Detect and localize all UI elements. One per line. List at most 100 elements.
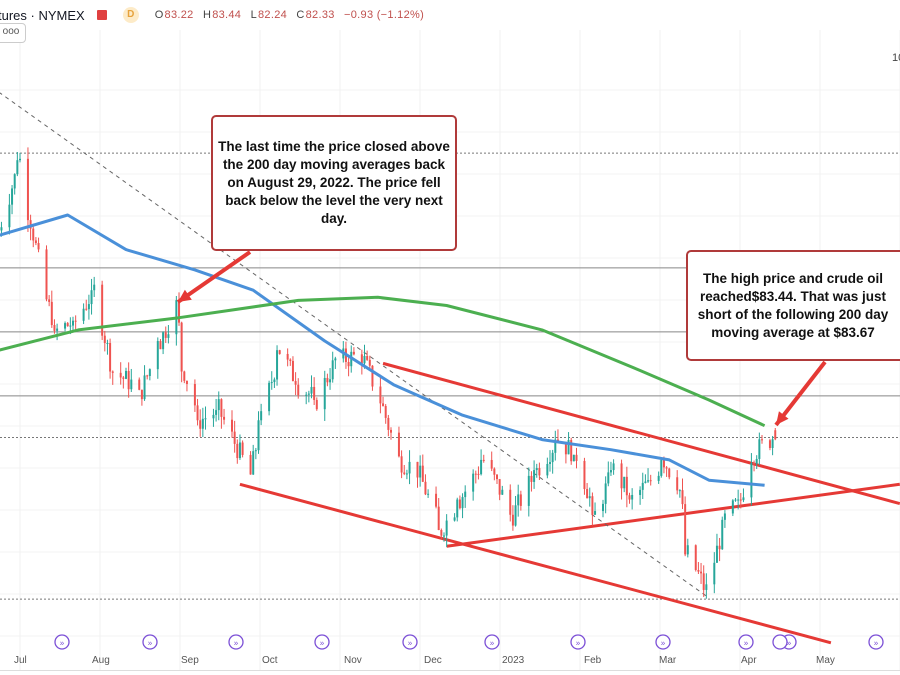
candle-body	[649, 480, 652, 482]
candle-body	[167, 334, 170, 338]
candle-body	[628, 495, 631, 500]
candle-body	[397, 432, 400, 457]
symbol-title[interactable]: tures · NYMEX	[0, 7, 85, 23]
candle-body	[527, 475, 530, 506]
candle-body	[178, 300, 180, 323]
candle-body	[657, 475, 660, 481]
candle-body	[305, 394, 308, 396]
candle-body	[297, 384, 300, 396]
price-scale-label: 10	[892, 52, 900, 64]
candle-body	[29, 220, 32, 229]
candle-body	[238, 442, 241, 459]
candle-body	[509, 489, 512, 515]
candle-body	[204, 418, 207, 420]
candle-body	[604, 483, 607, 504]
candle-body	[201, 418, 204, 429]
candle-body	[737, 499, 740, 501]
candle-body	[644, 481, 647, 483]
candle-body	[684, 504, 687, 555]
candle-body	[159, 341, 162, 350]
candle-body	[662, 459, 665, 468]
candle-body	[289, 359, 292, 361]
candle-body	[623, 476, 626, 489]
candle-body	[437, 506, 440, 531]
arrow-aug29	[176, 250, 252, 304]
candle-body	[180, 322, 183, 372]
candle-body	[64, 323, 67, 329]
candle-body	[731, 500, 734, 514]
event-icon-glyph: »	[787, 639, 792, 648]
candle-body	[249, 454, 252, 475]
candle-body	[721, 519, 724, 550]
ma-200-line	[0, 295, 766, 428]
candle-body	[419, 465, 422, 478]
dashed-trendline	[0, 92, 707, 597]
candle-body	[138, 379, 141, 390]
candle-body	[750, 463, 753, 498]
candle-body	[694, 545, 697, 571]
candle-body	[379, 386, 382, 404]
candle-body	[625, 476, 628, 496]
event-icon	[402, 634, 418, 650]
candle-body	[458, 499, 461, 509]
candle-body	[718, 545, 721, 550]
event-icon-glyph: »	[661, 639, 666, 648]
candle-body	[347, 361, 350, 367]
candle-body	[530, 475, 533, 482]
candle-body	[278, 350, 281, 354]
x-tick-label: Dec	[424, 655, 442, 666]
candle-body	[408, 461, 411, 474]
candle-body	[403, 472, 406, 474]
candle-body	[461, 497, 464, 509]
more-button[interactable]: ooo	[0, 23, 26, 43]
candle-body	[122, 377, 125, 379]
candle-body	[329, 379, 332, 383]
event-icon-glyph: »	[60, 639, 65, 648]
candle-body	[231, 419, 233, 432]
candle-body	[723, 513, 726, 520]
event-icon	[54, 634, 70, 650]
candle-body	[109, 342, 112, 372]
candle-body	[82, 308, 85, 321]
candle-body	[416, 461, 419, 478]
interval-badge[interactable]: D	[122, 7, 139, 23]
flag-icon[interactable]	[96, 10, 107, 20]
candle-body	[602, 503, 604, 512]
candle-body	[212, 414, 215, 419]
candle-body	[85, 308, 88, 310]
event-icon	[772, 634, 788, 650]
event-icon-glyph: »	[148, 639, 153, 648]
candle-body	[761, 439, 763, 441]
candle-body	[326, 377, 329, 383]
candle-body	[196, 405, 199, 421]
candle-body	[37, 243, 40, 250]
candle-body	[734, 499, 737, 501]
candle-body	[352, 351, 355, 355]
x-tick-label: Jul	[14, 655, 27, 666]
candle-body	[535, 468, 538, 471]
candle-body	[758, 439, 761, 459]
candle-body	[19, 158, 21, 161]
candle-body	[400, 456, 403, 473]
candle-body	[241, 442, 244, 455]
candle-body	[334, 358, 337, 361]
candle-body	[549, 462, 551, 464]
arrow-aug29-head	[178, 289, 192, 302]
candle-body	[464, 491, 467, 498]
candle-body	[647, 480, 650, 482]
candle-body	[612, 463, 615, 471]
candle-body	[106, 342, 109, 344]
candle-body	[45, 249, 48, 300]
candle-body	[498, 479, 501, 495]
candle-body	[753, 463, 756, 465]
candle-body	[93, 284, 96, 291]
candle-body	[390, 429, 392, 433]
x-tick-label: May	[816, 655, 835, 666]
event-icon	[142, 634, 158, 650]
annotation-box-aug29: The last time the price closed above the…	[211, 115, 457, 251]
candle-body	[32, 228, 35, 241]
candle-body	[554, 439, 557, 453]
open-value: 83.22	[164, 9, 194, 21]
candle-body	[257, 420, 260, 451]
candle-body	[421, 465, 424, 482]
